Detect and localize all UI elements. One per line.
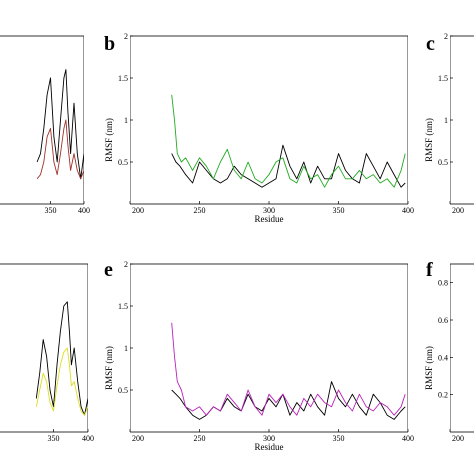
plot-frame-a (0, 35, 84, 205)
plot-frame-d (0, 263, 88, 433)
panel-b: b 200 250 300 350 400 0.5 1 1.5 2 Residue RMSF (nm) (104, 32, 414, 224)
x-tick-label-d-1: 400 (82, 434, 94, 443)
x-tick-label-e-4: 400 (402, 434, 414, 443)
x-tick-label-b-0: 200 (132, 206, 144, 215)
panel-letter-e: e (104, 259, 113, 281)
y-tick-label-e-1: 1 (124, 344, 128, 353)
panel-a: 350 400 (0, 35, 90, 215)
panel-letter-c: c (426, 33, 435, 55)
series-line-b-0 (171, 144, 406, 188)
y-tick-label-e-2: 1.5 (118, 302, 128, 311)
y-tick-label-c-2: 1.5 (438, 74, 448, 83)
y-tick-label-c-1: 1 (444, 116, 448, 125)
x-tick-label-a-0: 350 (45, 206, 57, 215)
y-axis-label-e: RMSF (nm) (104, 346, 114, 390)
x-tick-label-d-0: 350 (48, 434, 60, 443)
y-tick-label-b-0: 0.5 (118, 158, 128, 167)
series-line-d-1 (35, 347, 88, 416)
panel-f: f 200 0.2 0.4 0.6 0.8 RMSF (nm) (424, 259, 474, 443)
series-line-b-1 (171, 94, 406, 188)
x-tick-label-e-1: 250 (194, 434, 206, 443)
panel-letter-b: b (104, 33, 115, 55)
y-tick-label-f-1: 0.4 (438, 353, 448, 362)
x-tick-label-f-0: 200 (452, 434, 464, 443)
x-tick-label-a-1: 400 (78, 206, 90, 215)
y-tick-label-f-0: 0.2 (438, 391, 448, 400)
y-tick-label-c-3: 2 (444, 32, 448, 41)
panel-d: 350 400 (0, 263, 94, 443)
y-axis-label-b: RMSF (nm) (104, 118, 114, 162)
x-tick-label-b-1: 250 (194, 206, 206, 215)
series-line-d-0 (35, 301, 88, 416)
x-tick-label-e-2: 300 (263, 434, 275, 443)
panel-e: e 200 250 300 350 400 0.5 1 1.5 2 Residue RMSF (nm) (104, 259, 414, 452)
x-tick-label-e-0: 200 (132, 434, 144, 443)
x-axis-label-e: Residue (255, 442, 284, 452)
x-tick-label-b-2: 300 (263, 206, 275, 215)
y-tick-label-f-3: 0.8 (438, 279, 448, 288)
x-tick-label-b-4: 400 (402, 206, 414, 215)
y-tick-label-f-2: 0.6 (438, 316, 448, 325)
x-axis-label-b: Residue (255, 214, 284, 224)
y-tick-label-b-3: 2 (124, 32, 128, 41)
series-line-e-0 (171, 381, 406, 420)
y-tick-label-e-3: 2 (124, 260, 128, 269)
x-tick-label-e-3: 350 (333, 434, 345, 443)
y-tick-label-b-1: 1 (124, 116, 128, 125)
y-axis-label-f: RMSF (nm) (424, 346, 434, 390)
series-line-a-0 (36, 69, 84, 180)
series-line-a-1 (36, 119, 84, 180)
series-line-e-1 (171, 322, 406, 416)
plot-frame-f (450, 263, 474, 433)
x-tick-label-b-3: 350 (333, 206, 345, 215)
panel-c: c 200 0.5 1 1.5 2 RMSF (nm) (424, 32, 474, 215)
panel-letter-f: f (426, 259, 433, 281)
plot-frame-c (450, 35, 474, 205)
y-tick-label-c-0: 0.5 (438, 158, 448, 167)
y-tick-label-e-0: 0.5 (118, 386, 128, 395)
y-tick-label-b-2: 1.5 (118, 74, 128, 83)
y-axis-label-c: RMSF (nm) (424, 118, 434, 162)
x-tick-label-c-0: 200 (452, 206, 464, 215)
